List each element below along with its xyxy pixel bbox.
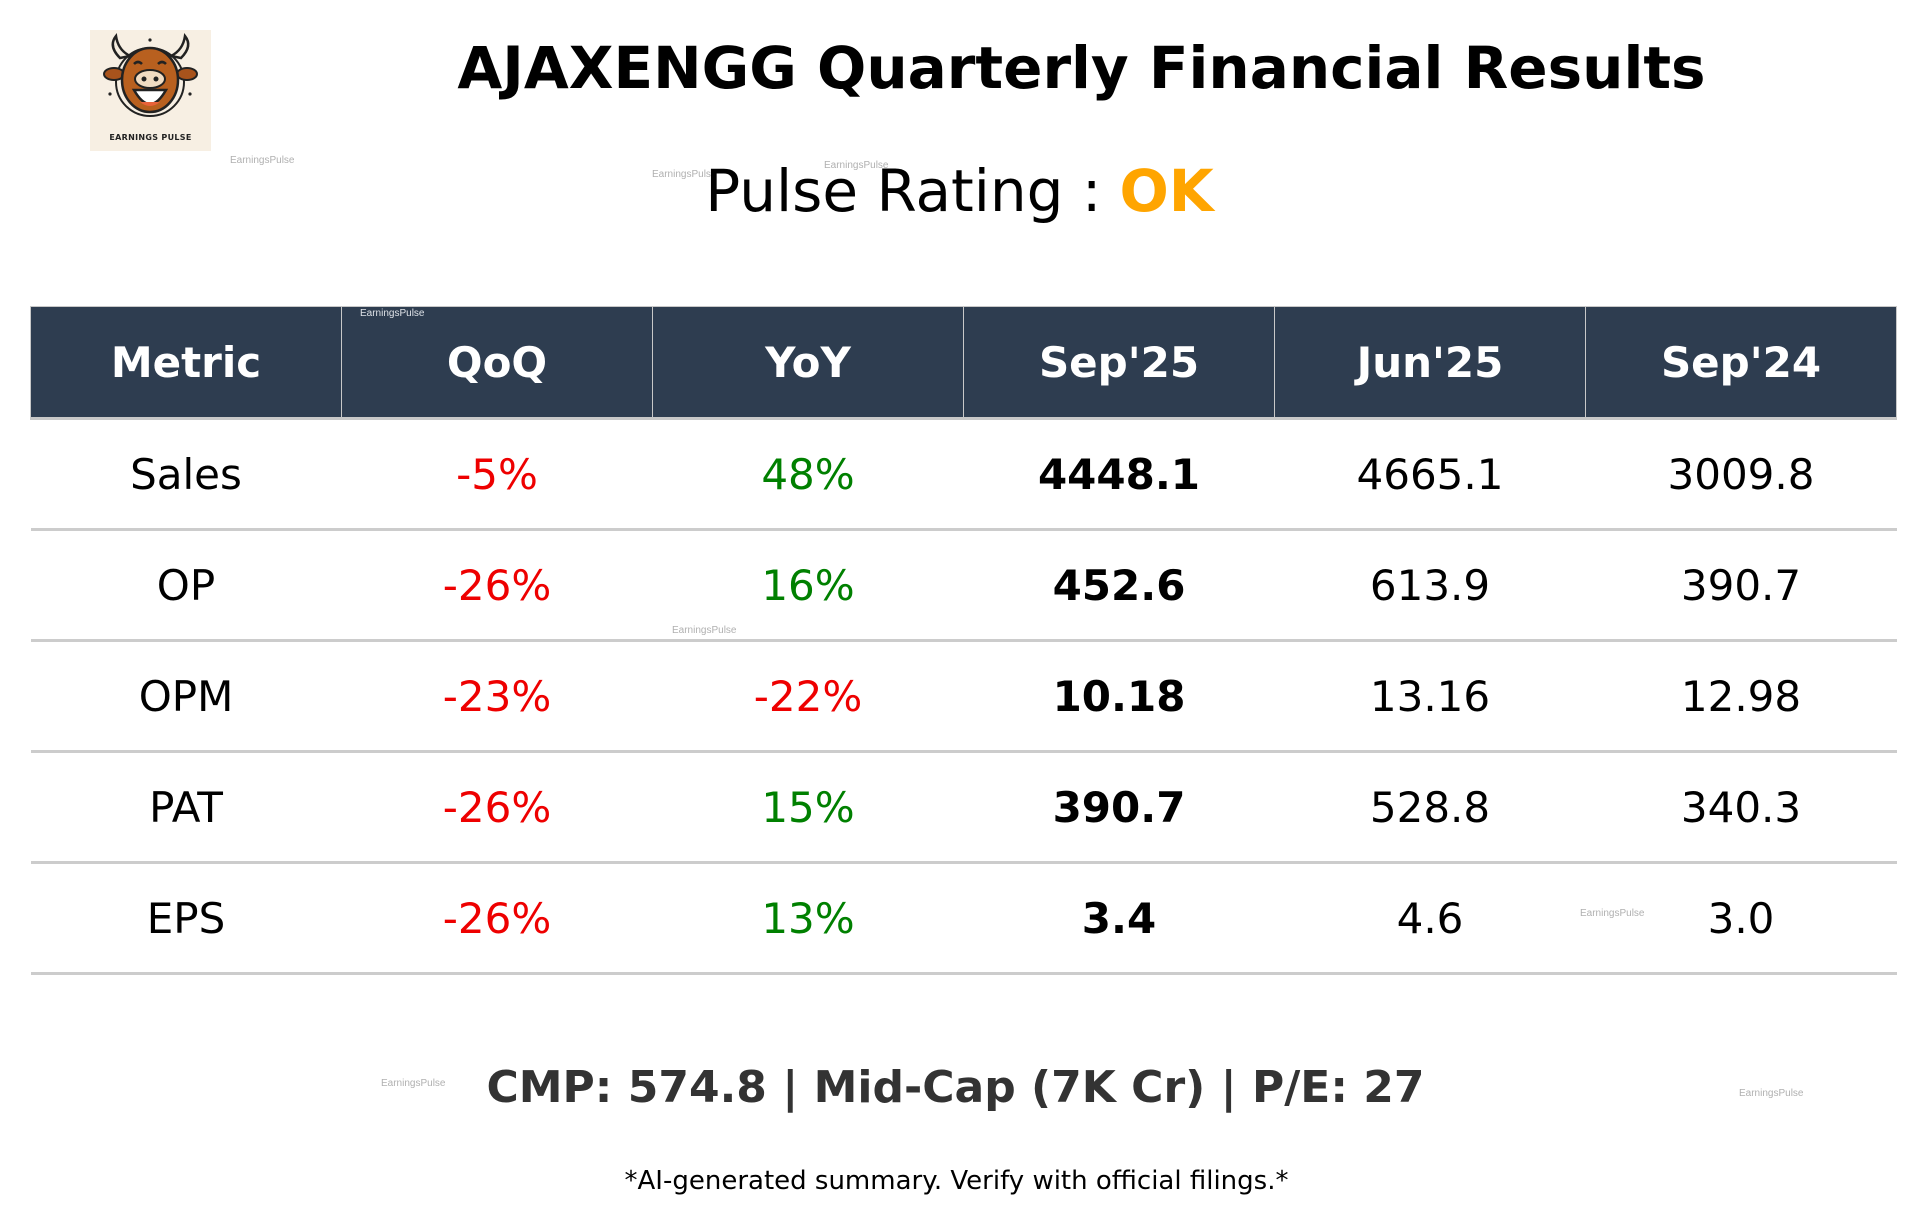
watermark: EarningsPulse xyxy=(230,155,295,166)
sep25-cell: 390.7 xyxy=(963,751,1275,864)
watermark: EarningsPulse xyxy=(824,160,889,171)
financial-results-table: Metric QoQ YoY Sep'25 Jun'25 Sep'24 Sale… xyxy=(30,306,1897,975)
yoy-cell: 13% xyxy=(652,862,964,975)
sep25-cell: 3.4 xyxy=(963,862,1275,975)
sep24-cell: 3.0 xyxy=(1585,862,1897,975)
metric-cell: Sales xyxy=(30,418,342,531)
column-header-metric: Metric xyxy=(30,306,342,420)
sep25-cell: 4448.1 xyxy=(963,418,1275,531)
yoy-cell: 16% xyxy=(652,529,964,642)
jun25-cell: 13.16 xyxy=(1274,640,1586,753)
qoq-cell: -23% xyxy=(341,640,653,753)
metric-cell: EPS xyxy=(30,862,342,975)
jun25-cell: 613.9 xyxy=(1274,529,1586,642)
yoy-cell: 15% xyxy=(652,751,964,864)
watermark: EarningsPulse xyxy=(381,1078,446,1089)
metric-cell: OP xyxy=(30,529,342,642)
table-row: OP -26% 16% 452.6 613.9 390.7 xyxy=(30,529,1897,642)
jun25-cell: 528.8 xyxy=(1274,751,1586,864)
yoy-cell: 48% xyxy=(652,418,964,531)
table-row: PAT -26% 15% 390.7 528.8 340.3 xyxy=(30,751,1897,864)
jun25-cell: 4665.1 xyxy=(1274,418,1586,531)
table-row: Sales -5% 48% 4448.1 4665.1 3009.8 xyxy=(30,418,1897,531)
watermark: EarningsPulse xyxy=(1739,1088,1804,1099)
watermark: EarningsPulse xyxy=(360,308,425,319)
sep24-cell: 390.7 xyxy=(1585,529,1897,642)
column-header-yoy: YoY xyxy=(652,306,964,420)
watermark: EarningsPulse xyxy=(652,169,717,180)
table-row: OPM -23% -22% 10.18 13.16 12.98 xyxy=(30,640,1897,753)
yoy-cell: -22% xyxy=(652,640,964,753)
qoq-cell: -26% xyxy=(341,529,653,642)
column-header-sep25: Sep'25 xyxy=(963,306,1275,420)
jun25-cell: 4.6 xyxy=(1274,862,1586,975)
column-header-qoq: QoQ xyxy=(341,306,653,420)
page-title: AJAXENGG Quarterly Financial Results xyxy=(457,34,1706,102)
rating-value: OK xyxy=(1119,157,1214,225)
qoq-cell: -5% xyxy=(341,418,653,531)
qoq-cell: -26% xyxy=(341,751,653,864)
market-summary: CMP: 574.8 | Mid-Cap (7K Cr) | P/E: 27 xyxy=(486,1062,1425,1113)
rating-label: Pulse Rating : xyxy=(705,157,1102,225)
metric-cell: PAT xyxy=(30,751,342,864)
column-header-sep24: Sep'24 xyxy=(1585,306,1897,420)
column-header-jun25: Jun'25 xyxy=(1274,306,1586,420)
earnings-pulse-logo: EARNINGS PULSE xyxy=(90,30,211,151)
logo-text: EARNINGS PULSE xyxy=(109,133,192,142)
sep24-cell: 340.3 xyxy=(1585,751,1897,864)
metric-cell: OPM xyxy=(30,640,342,753)
sep25-cell: 452.6 xyxy=(963,529,1275,642)
qoq-cell: -26% xyxy=(341,862,653,975)
bull-mascot-icon xyxy=(103,32,198,117)
watermark: EarningsPulse xyxy=(672,625,737,636)
sep24-cell: 3009.8 xyxy=(1585,418,1897,531)
table-row: EPS -26% 13% 3.4 4.6 3.0 xyxy=(30,862,1897,975)
table-header-row: Metric QoQ YoY Sep'25 Jun'25 Sep'24 xyxy=(30,306,1897,420)
sep25-cell: 10.18 xyxy=(963,640,1275,753)
disclaimer: *AI-generated summary. Verify with offic… xyxy=(624,1166,1289,1196)
sep24-cell: 12.98 xyxy=(1585,640,1897,753)
pulse-rating: Pulse Rating : OK xyxy=(0,157,1919,225)
watermark: EarningsPulse xyxy=(1580,908,1645,919)
